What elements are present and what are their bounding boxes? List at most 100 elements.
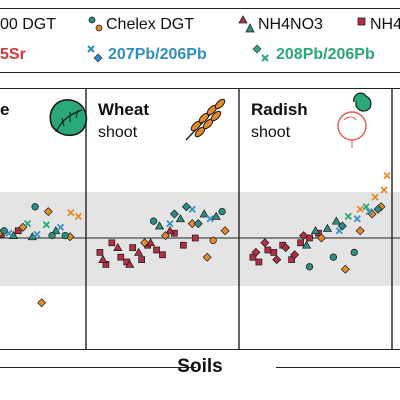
data-point-s3-2	[56, 223, 65, 231]
data-point-s12-0	[169, 209, 179, 219]
data-point-s9-1	[175, 214, 185, 223]
data-point-s7-6	[138, 256, 145, 263]
data-point-s5-2	[48, 231, 56, 240]
data-point-s21-0	[344, 212, 352, 221]
data-point-s3-1	[33, 230, 41, 239]
data-point-s23-1	[373, 204, 383, 214]
data-point-s10-1	[160, 231, 170, 241]
data-points	[0, 171, 391, 308]
data-point-s18-2	[350, 248, 358, 257]
data-point-s9-0	[154, 221, 165, 230]
data-point-s4-0	[23, 219, 32, 228]
data-point-s5-0	[0, 227, 8, 235]
data-point-s16-4	[290, 250, 300, 260]
data-point-s7-0	[96, 249, 104, 256]
data-point-s15-1	[255, 258, 263, 266]
data-point-s17-2	[322, 223, 333, 232]
data-point-s14-0	[209, 236, 217, 245]
data-point-s16-3	[281, 243, 291, 253]
data-point-s17-0	[301, 240, 312, 249]
radish-icon	[337, 92, 372, 148]
x-axis-label: Soils	[177, 356, 223, 377]
data-point-s8-1	[113, 242, 123, 251]
data-point-s15-7	[306, 234, 313, 242]
legend-box	[0, 8, 400, 73]
lettuce-icon	[49, 99, 88, 137]
data-point-s10-0	[140, 238, 150, 248]
legend-item-dgt: 00 DGT	[0, 16, 57, 33]
data-point-s11-0	[166, 219, 174, 228]
legend-chelex-marker	[88, 16, 103, 32]
panel-title-lettuce: e	[0, 100, 10, 119]
wheat-icon	[185, 98, 226, 141]
data-point-s20-1	[353, 215, 361, 223]
data-point-s10-4	[220, 226, 230, 236]
legend-nh4no3-marker	[238, 15, 255, 33]
data-point-s15-6	[297, 239, 304, 247]
data-point-s18-1	[329, 253, 338, 261]
data-point-s9-2	[199, 209, 209, 218]
legend-nh4-marker	[357, 17, 366, 26]
data-point-s12-2	[193, 219, 203, 229]
data-point-s22-0	[356, 205, 364, 213]
data-point-s21-1	[362, 203, 370, 211]
legend-isotope-pb208: 208Pb/206Pb	[276, 46, 375, 63]
data-point-s8-3	[134, 247, 144, 256]
data-point-s10-2	[187, 219, 197, 229]
data-point-s16-1	[260, 238, 270, 248]
data-point-s22-2	[380, 186, 388, 194]
legend-pb208-marker	[252, 44, 269, 62]
xlabel-rule-left	[0, 367, 196, 368]
data-point-s19-1	[340, 264, 350, 274]
data-point-s23-0	[337, 221, 347, 231]
panel-title-radish: Radish	[251, 100, 308, 119]
data-point-s7-12	[191, 234, 199, 242]
data-point-s16-2	[272, 255, 282, 265]
data-point-s15-2	[264, 246, 272, 254]
data-point-s12-1	[181, 202, 191, 212]
data-point-s7-3	[117, 253, 125, 261]
data-point-s17-1	[310, 226, 321, 235]
data-point-s19-0	[316, 233, 326, 243]
data-point-s10-3	[202, 252, 212, 262]
data-point-s2-3	[43, 207, 53, 217]
data-point-s7-5	[129, 244, 137, 251]
panel-title-wheat: Wheat	[98, 100, 149, 119]
data-point-s16-0	[251, 247, 261, 257]
data-point-s13-0	[149, 217, 158, 225]
panel-subtitle-wheat: shoot	[98, 124, 138, 141]
data-point-s5-3	[61, 231, 69, 240]
legend-pb207-marker	[87, 45, 103, 63]
data-point-s20-2	[365, 207, 373, 216]
data-point-s13-1	[218, 207, 226, 216]
data-point-s15-5	[288, 256, 296, 263]
data-point-s7-8	[153, 246, 160, 254]
reference-band	[0, 192, 400, 286]
data-point-s15-3	[270, 249, 278, 256]
data-point-s0-1	[14, 227, 22, 235]
data-point-s11-2	[206, 215, 214, 223]
data-point-s6-1	[74, 212, 82, 221]
data-point-s16-5	[299, 231, 309, 241]
data-point-s22-1	[371, 193, 379, 201]
data-point-s7-2	[108, 239, 116, 247]
data-point-s19-2	[355, 226, 365, 236]
data-point-s15-0	[249, 253, 257, 261]
data-point-s17-3	[331, 216, 341, 225]
panel-subtitle-radish: shoot	[251, 124, 291, 141]
data-point-s4-1	[42, 221, 51, 229]
legend-item-nh4: NH4	[370, 16, 400, 33]
panel-frame	[0, 88, 400, 350]
data-point-s6-0	[67, 209, 75, 217]
data-point-s7-9	[159, 251, 166, 259]
data-point-s9-3	[211, 211, 221, 220]
data-point-s8-5	[165, 226, 175, 235]
data-point-s2-2	[37, 298, 47, 308]
legend-item-chelex-dgt: Chelex DGT	[106, 16, 195, 33]
data-point-s18-0	[305, 263, 314, 271]
data-point-s22-3	[383, 171, 391, 180]
data-point-s8-0	[98, 254, 108, 263]
data-point-s7-11	[180, 241, 187, 249]
legend-isotope-sr: 5Sr	[0, 46, 26, 63]
